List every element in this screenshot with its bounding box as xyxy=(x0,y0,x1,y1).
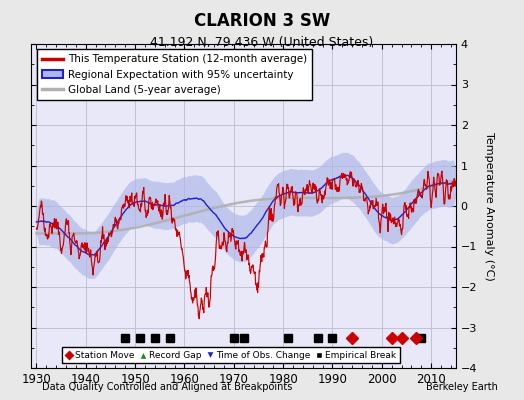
Legend: This Temperature Station (12-month average), Regional Expectation with 95% uncer: This Temperature Station (12-month avera… xyxy=(37,49,312,100)
Y-axis label: Temperature Anomaly (°C): Temperature Anomaly (°C) xyxy=(484,132,494,280)
Text: Berkeley Earth: Berkeley Earth xyxy=(426,382,498,392)
Text: Data Quality Controlled and Aligned at Breakpoints: Data Quality Controlled and Aligned at B… xyxy=(42,382,292,392)
Text: 41.192 N, 79.436 W (United States): 41.192 N, 79.436 W (United States) xyxy=(150,36,374,49)
Text: CLARION 3 SW: CLARION 3 SW xyxy=(194,12,330,30)
